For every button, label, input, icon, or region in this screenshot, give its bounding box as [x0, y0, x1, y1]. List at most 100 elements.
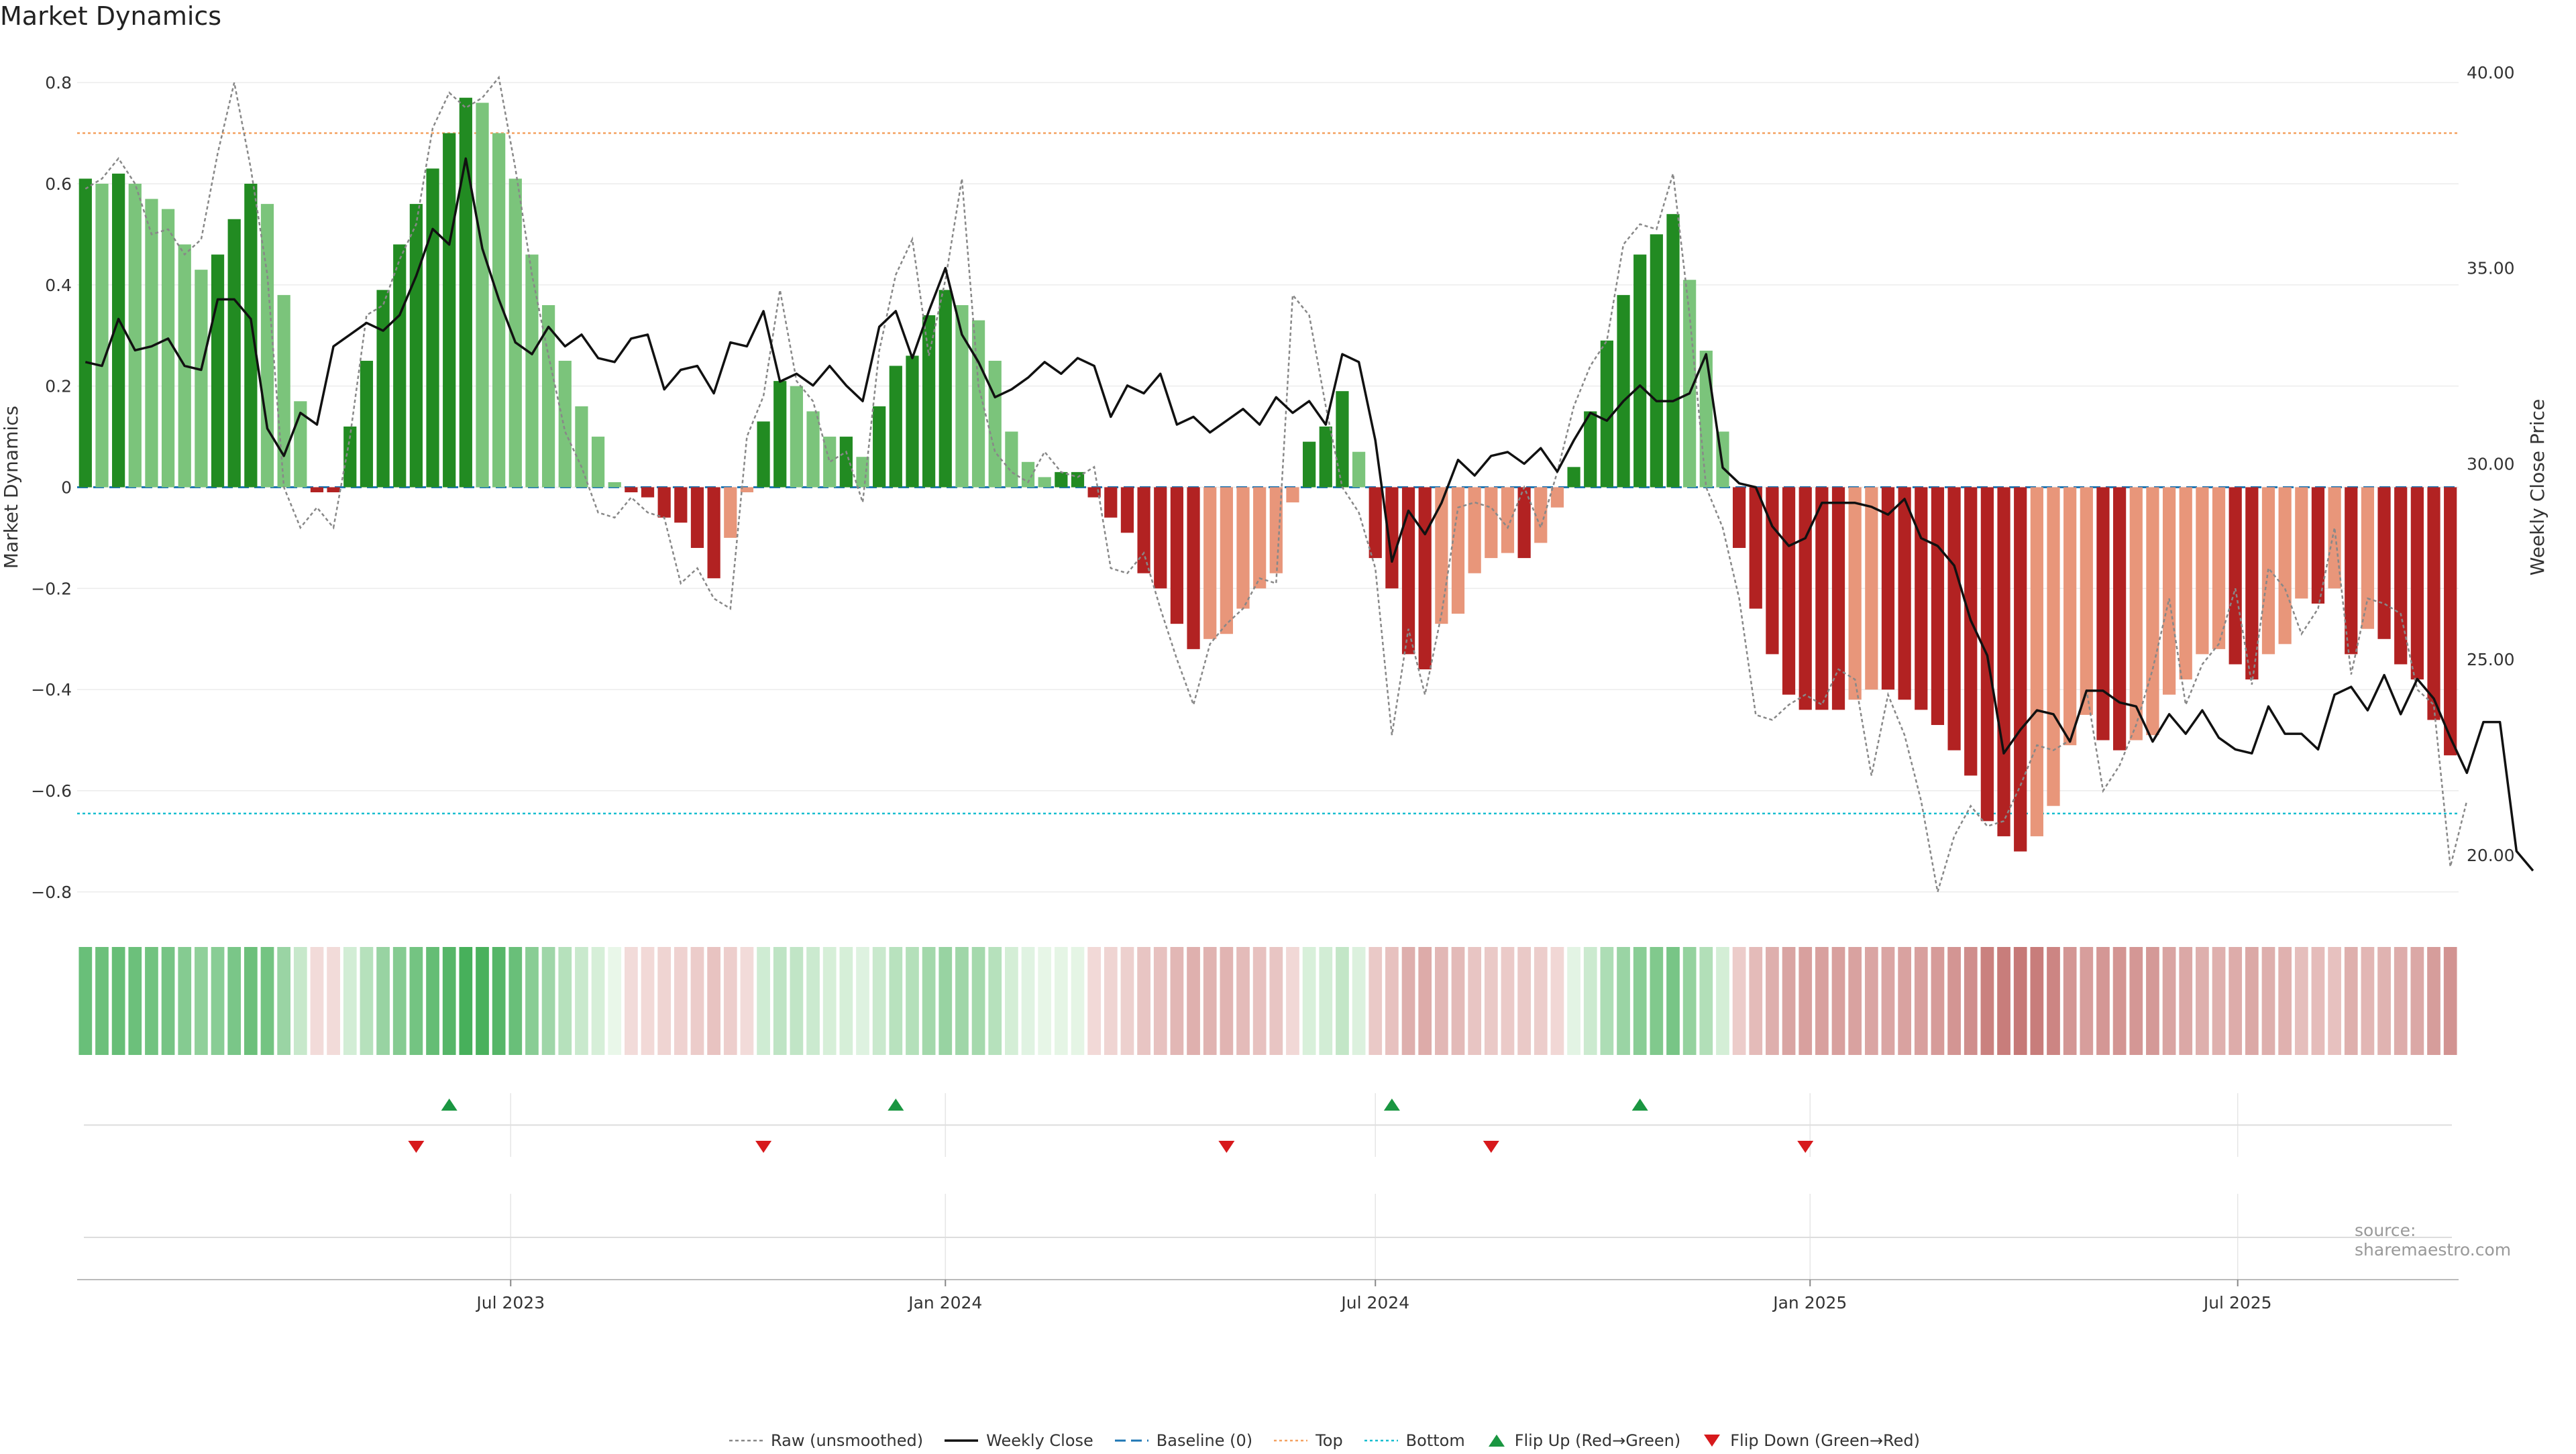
- legend-item-flip-down: Flip Down (Green→Red): [1701, 1431, 1920, 1450]
- strip-cell: [1732, 947, 1746, 1055]
- bar: [1120, 487, 1134, 533]
- bar: [277, 294, 290, 488]
- x-tick-label: Jan 2025: [1772, 1293, 1847, 1312]
- bar: [492, 133, 506, 488]
- strip-cell: [591, 947, 605, 1055]
- strip-cell: [1617, 947, 1630, 1055]
- strip-cell: [1286, 947, 1299, 1055]
- strip-cell: [392, 947, 407, 1055]
- bar: [1831, 487, 1845, 710]
- bar: [195, 270, 208, 488]
- strip-cell: [1501, 947, 1515, 1055]
- y-tick-label: −0.8: [31, 883, 72, 902]
- strip-cell: [790, 947, 804, 1055]
- strip-cell: [988, 947, 1002, 1055]
- bar: [1501, 487, 1515, 553]
- bar: [657, 487, 671, 518]
- strip-cell: [558, 947, 572, 1055]
- strip-cell: [1980, 947, 1994, 1055]
- series-lines: [85, 75, 2534, 893]
- strip-cell: [1583, 947, 1597, 1055]
- strip-cell: [1517, 947, 1531, 1055]
- strip-cell: [2179, 947, 2193, 1055]
- strip-cell: [1682, 947, 1697, 1055]
- strip-cell: [2146, 947, 2159, 1055]
- bar: [2179, 487, 2192, 680]
- flip-up-marker: [1631, 1099, 1648, 1111]
- strip-cell: [1451, 947, 1465, 1055]
- strip-cell: [1071, 947, 1085, 1055]
- strip-cell: [2261, 947, 2275, 1055]
- strip-cell: [2328, 947, 2341, 1055]
- bar: [1286, 487, 1299, 503]
- strip-cell: [525, 947, 539, 1055]
- bar: [889, 366, 902, 488]
- strip-cell: [1650, 947, 1664, 1055]
- bar: [591, 437, 605, 488]
- bar: [608, 482, 621, 488]
- strip-cell: [1848, 947, 1862, 1055]
- strip-cell: [1699, 947, 1713, 1055]
- strip-cell: [1766, 947, 1779, 1055]
- y2-tick-label: 30.00: [2467, 454, 2515, 473]
- bar: [525, 254, 539, 488]
- strip-cell: [2212, 947, 2226, 1055]
- y-tick-label: 0: [61, 478, 72, 498]
- bar: [823, 437, 837, 488]
- strip-cell: [343, 947, 357, 1055]
- strip-cell: [1947, 947, 1961, 1055]
- bar: [1021, 461, 1035, 488]
- strip-cell: [161, 947, 175, 1055]
- bar: [1468, 487, 1481, 573]
- strip-cell: [1434, 947, 1448, 1055]
- strip-cell: [1914, 947, 1928, 1055]
- strip-cell: [1831, 947, 1845, 1055]
- strip-cell: [145, 947, 158, 1055]
- y2-axis-label: Weekly Close Price: [2526, 399, 2548, 575]
- strip-cell: [1749, 947, 1763, 1055]
- strip-cell: [773, 947, 787, 1055]
- strip-cell: [2361, 947, 2375, 1055]
- strip-cell: [1881, 947, 1895, 1055]
- triangle-down-icon: [1704, 1435, 1721, 1447]
- market-dynamics-bars: [78, 97, 2457, 852]
- y2-tick-label: 35.00: [2467, 259, 2515, 278]
- strip-cell: [2080, 947, 2094, 1055]
- legend-label-raw: Raw (unsmoothed): [771, 1431, 924, 1450]
- strip-cell: [227, 947, 241, 1055]
- bar: [955, 304, 969, 488]
- strip-cell: [195, 947, 208, 1055]
- bar: [2080, 487, 2093, 715]
- bar: [1815, 487, 1829, 710]
- bar: [1368, 487, 1382, 559]
- bar: [1336, 391, 1349, 488]
- strip-cell: [459, 947, 473, 1055]
- bar: [1236, 487, 1250, 609]
- reference-lines: [77, 132, 2459, 815]
- strip-cell: [1319, 947, 1333, 1055]
- strip-cell: [2410, 947, 2424, 1055]
- bar: [906, 355, 919, 488]
- strip-cell: [1666, 947, 1680, 1055]
- strip-cell: [2047, 947, 2060, 1055]
- flip-up-marker: [441, 1099, 458, 1111]
- strip-cell: [1815, 947, 1829, 1055]
- y-tick-label: 0.4: [45, 276, 72, 295]
- strip-cell: [971, 947, 985, 1055]
- bar: [2427, 487, 2440, 720]
- flip-down-marker: [1797, 1141, 1814, 1153]
- strip-cell: [1236, 947, 1250, 1055]
- bar: [707, 487, 720, 579]
- bar: [211, 254, 225, 488]
- strip-cell: [2245, 947, 2259, 1055]
- strip-cell: [1252, 947, 1267, 1055]
- strip-cell: [2427, 947, 2440, 1055]
- bar: [1071, 471, 1085, 488]
- chart-title: Market Dynamics: [0, 1, 222, 31]
- bar: [476, 103, 489, 488]
- strip-cell: [1302, 947, 1316, 1055]
- bar: [260, 204, 274, 488]
- bar: [376, 290, 390, 488]
- strip-cell: [1269, 947, 1283, 1055]
- bar: [1584, 411, 1597, 488]
